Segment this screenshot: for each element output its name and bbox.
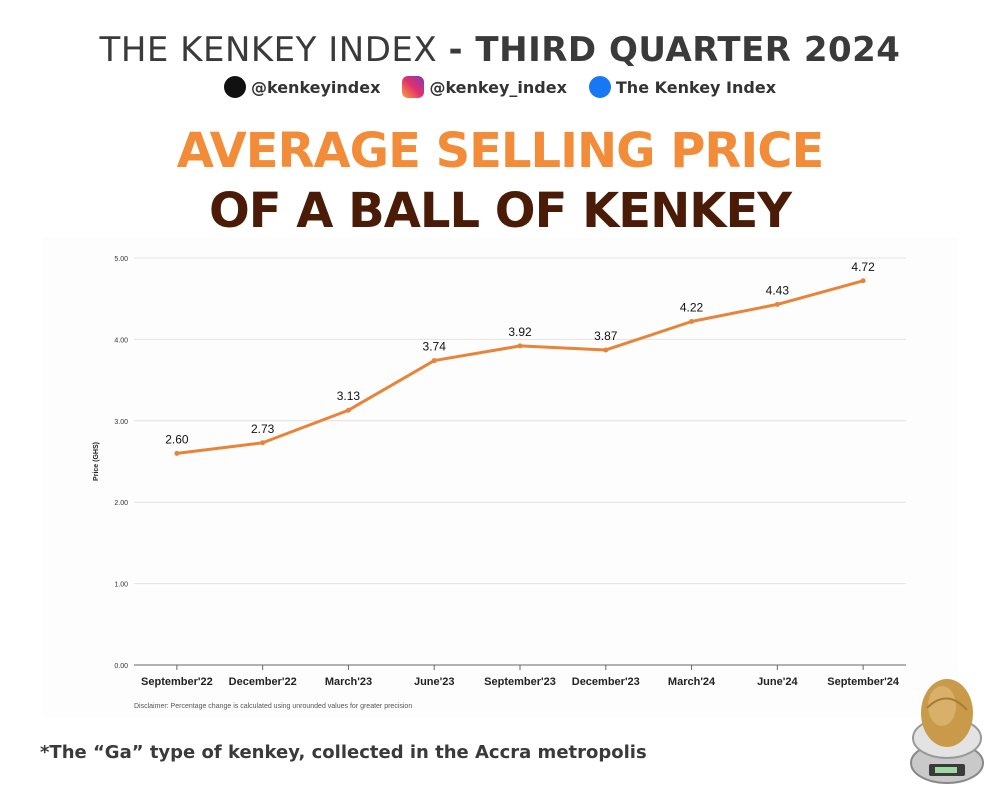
x-tick-label: June'23 xyxy=(414,676,455,688)
data-label: 3.92 xyxy=(508,325,532,339)
data-label: 2.73 xyxy=(251,422,275,436)
x-tick-label: September'23 xyxy=(484,676,556,688)
x-tick-label: March'24 xyxy=(668,676,716,688)
y-tick-label: 4.00 xyxy=(114,337,128,344)
headline-line2: OF A BALL OF KENKEY xyxy=(209,183,792,239)
y-tick-label: 0.00 xyxy=(114,663,128,670)
data-label: 2.60 xyxy=(165,432,189,446)
social-handle: @kenkey_index xyxy=(429,77,567,97)
data-label: 4.22 xyxy=(680,300,704,314)
social-handle: The Kenkey Index xyxy=(615,77,777,97)
data-point xyxy=(517,343,523,349)
instagram-icon xyxy=(402,76,425,98)
chart-card: 0.00 1.00 2.00 3.00 4.00 5.00 Price (GHS) Septe… xyxy=(42,237,958,717)
y-tick-label: 3.00 xyxy=(114,419,128,426)
title-light: THE KENKEY INDEX xyxy=(99,30,449,70)
kenkey-on-scale-image xyxy=(910,679,984,784)
data-point xyxy=(174,450,180,456)
data-point xyxy=(431,358,437,364)
social-handle: @kenkeyindex xyxy=(250,77,381,97)
footnote: *The “Ga” type of kenkey, collected in t… xyxy=(40,742,647,763)
data-label: 4.43 xyxy=(766,283,790,297)
social-links: @kenkeyindex @kenkey_index The Kenkey In… xyxy=(0,76,1000,98)
data-point xyxy=(774,301,780,307)
data-point xyxy=(860,278,866,284)
social-facebook[interactable]: The Kenkey Index xyxy=(588,76,777,98)
y-tick-label: 2.00 xyxy=(114,500,128,507)
data-label: 3.74 xyxy=(423,340,447,354)
social-instagram[interactable]: @kenkey_index xyxy=(402,76,567,98)
series-line xyxy=(175,279,865,455)
disclaimer: Disclaimer: Percentage change is calcula… xyxy=(134,703,412,710)
x-tick-label: June'24 xyxy=(757,676,798,688)
x-tick-label: September'22 xyxy=(141,676,213,688)
data-point xyxy=(603,347,609,353)
data-point xyxy=(260,440,266,446)
page-title: THE KENKEY INDEX - THIRD QUARTER 2024 xyxy=(0,30,1000,70)
x-tick-label: December'23 xyxy=(572,676,640,688)
social-x[interactable]: @kenkeyindex xyxy=(223,76,381,98)
data-label: 3.13 xyxy=(337,389,361,403)
x-tick-label: December'22 xyxy=(229,676,297,688)
y-axis-label: Price (GHS) xyxy=(93,442,100,481)
y-tick-label: 1.00 xyxy=(114,582,128,589)
data-label: 3.87 xyxy=(594,329,618,343)
x-tick-label: September'24 xyxy=(827,676,900,688)
headline-line1: AVERAGE SELLING PRICE xyxy=(176,123,825,179)
facebook-icon xyxy=(588,76,611,98)
line-chart: 0.00 1.00 2.00 3.00 4.00 5.00 Price (GHS) Septe… xyxy=(93,256,906,710)
data-point xyxy=(345,407,351,413)
title-bold: - THIRD QUARTER 2024 xyxy=(448,30,901,70)
data-label: 4.72 xyxy=(851,260,875,274)
data-point xyxy=(689,318,695,324)
y-tick-label: 5.00 xyxy=(114,256,128,263)
x-tick-label: March'23 xyxy=(325,676,372,688)
x-icon xyxy=(223,76,246,98)
